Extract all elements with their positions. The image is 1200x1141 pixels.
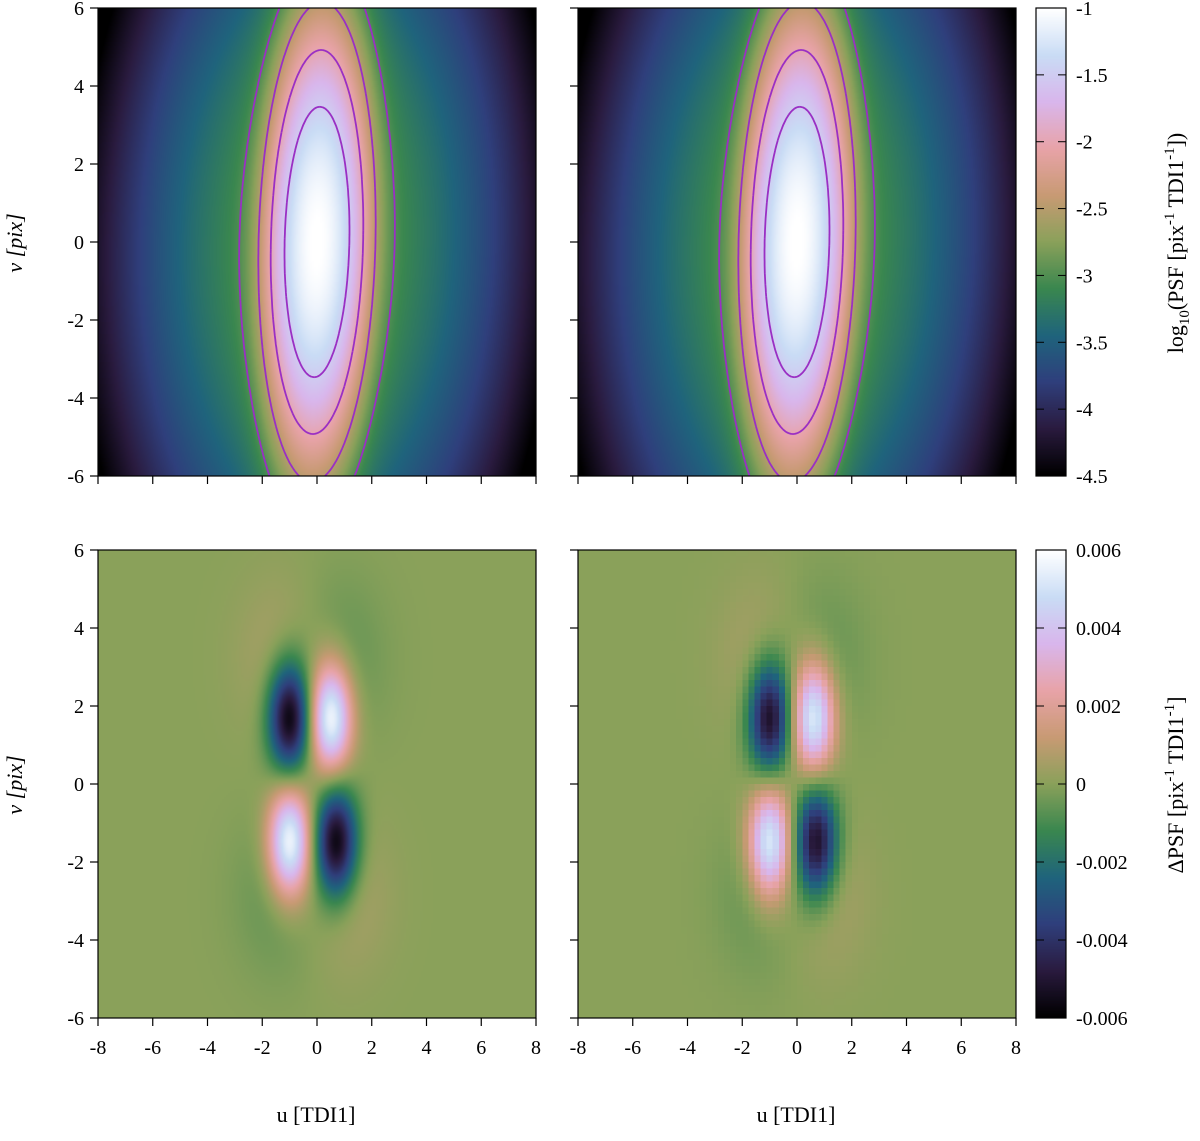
- colorbar-tick-label: -3: [1076, 265, 1093, 287]
- x-tick-label: -6: [624, 1037, 641, 1059]
- y-tick-label: 0: [74, 774, 84, 796]
- colorbar-tick-label: 0.004: [1076, 618, 1121, 640]
- x-tick-label: 6: [476, 1037, 486, 1059]
- x-tick-label: -4: [199, 1037, 216, 1059]
- x-axis-title-right: u [TDI1]: [757, 1102, 836, 1127]
- colorbar-tick-label: 0.002: [1076, 696, 1121, 718]
- panel-top-right: [570, 7, 1017, 484]
- colorbar-tick-label: -2: [1076, 132, 1093, 154]
- colorbar-tick-label: 0: [1076, 774, 1086, 796]
- x-tick-label: -6: [144, 1037, 161, 1059]
- x-tick-label: 4: [902, 1037, 912, 1059]
- y-tick-label: -4: [67, 388, 84, 410]
- x-tick-label: 6: [956, 1037, 966, 1059]
- heatmap-image: [98, 8, 536, 476]
- x-tick-label: -8: [570, 1037, 587, 1059]
- contour-line: [749, 49, 845, 435]
- colorbar-tick-label: -4.5: [1076, 466, 1108, 488]
- colorbar-gradient: [1036, 8, 1066, 476]
- x-tick-label: 8: [1011, 1037, 1021, 1059]
- y-tick-label: 4: [74, 618, 84, 640]
- y-tick-label: 6: [74, 0, 84, 20]
- colorbar-bottom-title: ΔPSF [pix-1 TDI1-1]: [1162, 697, 1188, 874]
- colorbar-tick-label: -3.5: [1076, 332, 1108, 354]
- colorbar-top: -1 -1.5 -2 -2.5 -3 -3.5 -4 -4.5: [1035, 0, 1108, 488]
- heatmap-image: [578, 8, 1016, 476]
- y-tick-label: 2: [74, 696, 84, 718]
- x-tick-label: 8: [531, 1037, 541, 1059]
- contour-line: [737, 7, 857, 477]
- x-axis-title-left: u [TDI1]: [277, 1102, 356, 1127]
- contour-line: [238, 7, 396, 477]
- panel-bottom-left: -8 -6 -4 -2 0 2 4 6 8 -6 -4 -2 0 2 4 6: [67, 540, 541, 1059]
- y-axis-title-bottom: v [pix]: [2, 755, 27, 814]
- colorbar-tick-label: -1: [1076, 0, 1093, 20]
- y-tick-label: -2: [67, 310, 84, 332]
- y-tick-label: -6: [67, 466, 84, 488]
- x-tick-label: -8: [90, 1037, 107, 1059]
- x-tick-label: -4: [679, 1037, 696, 1059]
- x-tick-label: 0: [312, 1037, 322, 1059]
- heatmap-image: [98, 550, 536, 1018]
- y-tick-label: 0: [74, 232, 84, 254]
- colorbar-tick-label: -4: [1076, 399, 1093, 421]
- colorbar-tick-label: -1.5: [1076, 65, 1108, 87]
- x-tick-label: 2: [847, 1037, 857, 1059]
- contour-line: [257, 7, 377, 477]
- colorbar-tick-label: -0.002: [1076, 852, 1128, 874]
- colorbar-top-title: log10(PSF [pix-1 TDI1-1]): [1162, 133, 1193, 354]
- colorbar-bottom: 0.006 0.004 0.002 0 -0.002 -0.004 -0.006: [1035, 540, 1128, 1030]
- y-tick-label: -2: [67, 852, 84, 874]
- contour-line: [718, 7, 876, 477]
- colorbar-tick-label: 0.006: [1076, 540, 1121, 562]
- x-tick-label: -2: [734, 1037, 751, 1059]
- y-tick-label: 2: [74, 154, 84, 176]
- y-tick-label: 4: [74, 76, 84, 98]
- colorbar-tick-label: -2.5: [1076, 199, 1108, 221]
- colorbar-tick-label: -0.004: [1076, 930, 1128, 952]
- contour-line: [763, 105, 831, 379]
- contour-line: [283, 105, 351, 379]
- x-tick-label: 4: [422, 1037, 432, 1059]
- x-tick-label: -2: [254, 1037, 271, 1059]
- contour-line: [269, 49, 365, 435]
- colorbar-tick-label: -0.006: [1076, 1008, 1128, 1030]
- y-axis-title-top: v [pix]: [2, 213, 27, 272]
- panel-bottom-right: -8 -6 -4 -2 0 2 4 6 8: [570, 549, 1021, 1059]
- y-tick-label: -6: [67, 1008, 84, 1030]
- x-tick-label: 0: [792, 1037, 802, 1059]
- heatmap-image: [578, 550, 1016, 1018]
- y-tick-label: 6: [74, 540, 84, 562]
- x-tick-label: 2: [367, 1037, 377, 1059]
- y-tick-label: -4: [67, 930, 84, 952]
- colorbar-frame: [1035, 7, 1067, 477]
- panel-top-left: -6 -4 -2 0 2 4 6: [67, 0, 537, 488]
